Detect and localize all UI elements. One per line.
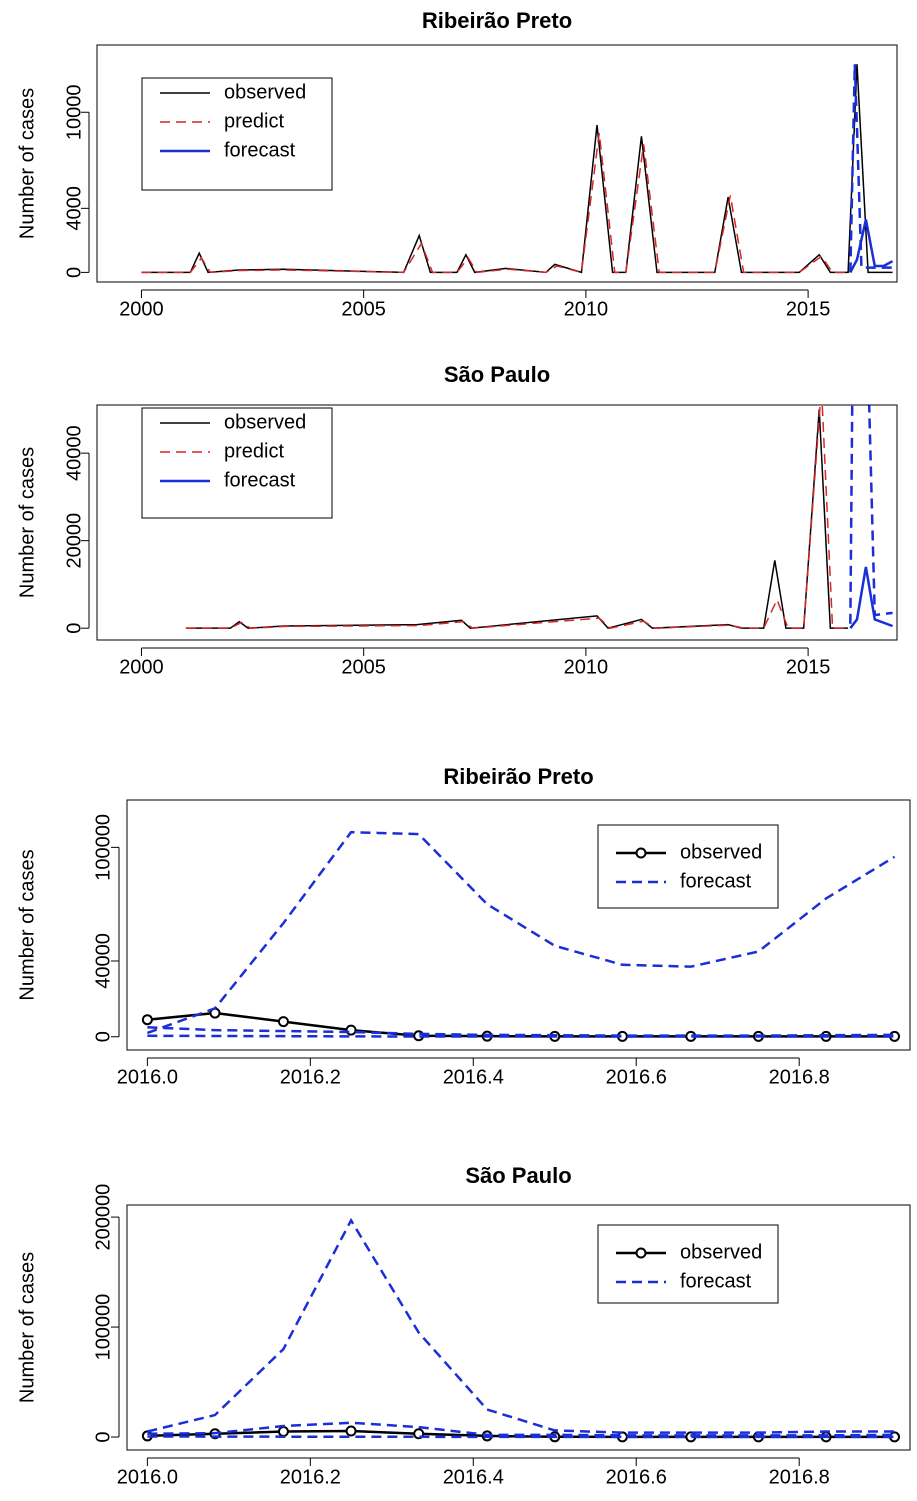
legend-label: observed — [680, 841, 762, 863]
x-tick-label: 2010 — [564, 298, 609, 320]
y-tick-label: 200000 — [92, 1184, 114, 1251]
x-tick-label: 2016.8 — [769, 1466, 830, 1488]
x-tick-label: 2016.6 — [606, 1466, 667, 1488]
legend-label: forecast — [224, 469, 296, 491]
series-line — [849, 219, 894, 273]
point — [345, 1425, 357, 1437]
y-tick-label: 0 — [63, 623, 85, 634]
y-tick-label: 40000 — [92, 933, 114, 989]
x-tick-label: 2005 — [341, 656, 386, 678]
y-axis-label: Number of cases — [16, 1252, 38, 1403]
x-tick-label: 2016.2 — [280, 1466, 341, 1488]
y-axis-label: Number of cases — [16, 849, 38, 1000]
plot-frame — [126, 1204, 911, 1451]
legend-label: observed — [224, 411, 306, 433]
series-line — [185, 405, 849, 629]
chart: São Paulo Number of cases 2000 2005 2010 2015… — [16, 362, 898, 678]
point — [345, 1024, 357, 1036]
x-tick-label: 2016.0 — [117, 1466, 178, 1488]
series-line — [849, 405, 893, 624]
legend-box — [597, 1224, 779, 1304]
y-tick-label: 20000 — [63, 513, 85, 569]
x-tick-label: 2015 — [786, 656, 831, 678]
legend-label: forecast — [680, 1270, 752, 1292]
x-tick-label: 2016.2 — [280, 1066, 341, 1088]
x-tick-label: 2000 — [119, 298, 164, 320]
y-tick-label: 4000 — [63, 186, 85, 231]
y-tick-label: 0 — [92, 1031, 114, 1042]
y-tick-label: 0 — [63, 267, 85, 278]
series-line — [849, 566, 893, 629]
x-tick-label: 2016.6 — [606, 1066, 667, 1088]
legend-label: predict — [224, 440, 284, 462]
legend-label: predict — [224, 110, 284, 132]
x-tick-label: 2016.4 — [443, 1066, 504, 1088]
y-tick-label: 10000 — [63, 84, 85, 140]
plot-area — [185, 405, 893, 630]
chart: Ribeirão Preto Number of cases 2000 2005 201… — [16, 8, 898, 320]
chart-title: Ribeirão Preto — [443, 764, 593, 789]
plot-area — [141, 64, 894, 274]
plot-area — [141, 1217, 901, 1443]
legend-box — [141, 77, 333, 191]
x-tick-label: 2010 — [564, 656, 609, 678]
y-tick-label: 100000 — [92, 814, 114, 881]
plot-frame — [96, 404, 898, 641]
series-line — [849, 64, 893, 273]
series-line — [147, 1421, 895, 1437]
legend-marker — [635, 847, 647, 859]
point — [141, 1014, 153, 1026]
chart: Ribeirão Preto Number of cases 2016.0 2016.… — [16, 764, 911, 1088]
series-line — [147, 1217, 895, 1434]
y-axis-label: Number of cases — [16, 88, 38, 239]
chart-title: São Paulo — [444, 362, 550, 387]
legend-label: forecast — [224, 139, 296, 161]
y-axis-label: Number of cases — [16, 447, 38, 598]
plot-area — [141, 830, 901, 1042]
plot-frame — [126, 799, 911, 1051]
point — [277, 1426, 289, 1438]
chart: São Paulo Number of cases 2016.0 2016.2 2016… — [16, 1163, 911, 1488]
chart-title: Ribeirão Preto — [422, 8, 572, 33]
series-line — [147, 1034, 895, 1038]
x-tick-label: 2000 — [119, 656, 164, 678]
y-tick-label: 100000 — [92, 1294, 114, 1361]
series-line — [147, 1026, 895, 1037]
legend-box — [597, 824, 779, 909]
x-tick-label: 2005 — [341, 298, 386, 320]
x-tick-label: 2016.4 — [443, 1466, 504, 1488]
x-tick-label: 2016.8 — [769, 1066, 830, 1088]
series-line — [146, 830, 896, 1035]
legend-label: forecast — [680, 870, 752, 892]
legend-label: observed — [224, 81, 306, 103]
legend-marker — [635, 1247, 647, 1259]
legend-label: observed — [680, 1241, 762, 1263]
y-tick-label: 40000 — [63, 425, 85, 481]
x-tick-label: 2015 — [786, 298, 831, 320]
x-tick-label: 2016.0 — [117, 1066, 178, 1088]
chart-title: São Paulo — [465, 1163, 571, 1188]
series-line — [141, 132, 849, 274]
point — [277, 1016, 289, 1028]
series-line — [147, 1011, 895, 1038]
y-tick-label: 0 — [92, 1431, 114, 1442]
plot-frame — [96, 44, 898, 283]
legend-box — [141, 407, 333, 519]
